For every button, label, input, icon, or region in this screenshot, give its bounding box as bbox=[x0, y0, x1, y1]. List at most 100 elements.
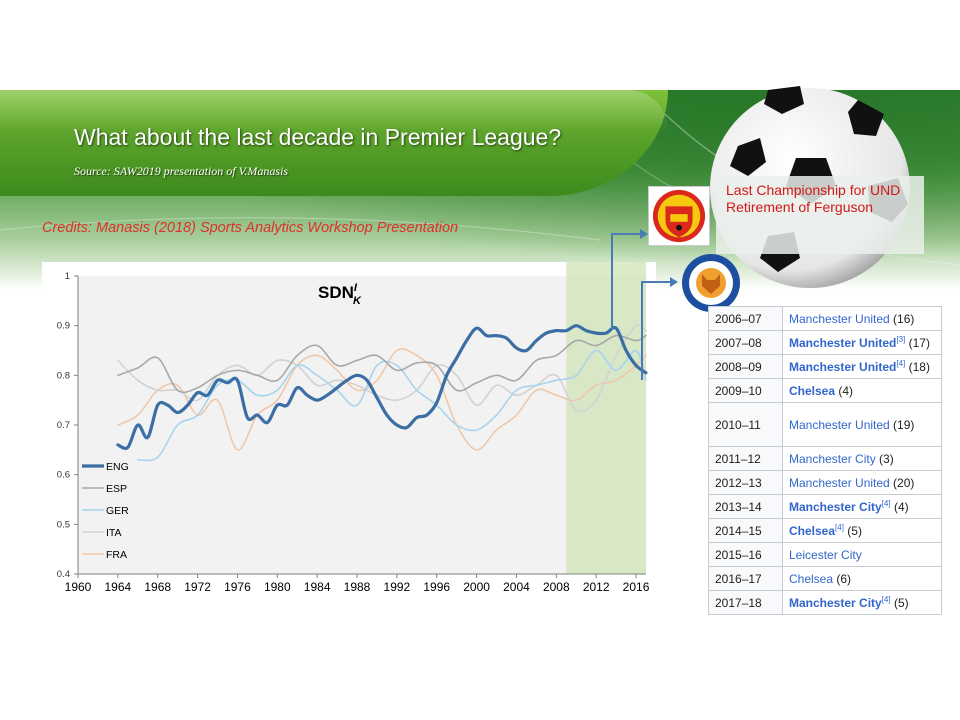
club-link[interactable]: Manchester United bbox=[789, 417, 890, 432]
x-tick-label: 1984 bbox=[304, 580, 331, 594]
club-link[interactable]: Manchester United bbox=[789, 311, 890, 326]
club-link[interactable]: Manchester City bbox=[789, 596, 882, 610]
slide-source: Source: SAW2019 presentation of V.Manasi… bbox=[74, 164, 289, 178]
club-cell: Manchester City[4] (5) bbox=[782, 590, 942, 615]
club-link[interactable]: Manchester United bbox=[789, 336, 897, 350]
club-link[interactable]: Manchester United bbox=[789, 475, 890, 490]
table-row: 2009–10 Chelsea (4) bbox=[708, 378, 942, 403]
chart-title: SDNI K bbox=[318, 282, 362, 307]
x-tick-label: 2016 bbox=[623, 580, 650, 594]
manchester-united-crest-icon bbox=[648, 186, 710, 246]
title-count: (16) bbox=[889, 311, 915, 326]
champions-table-body: 2006–07 Manchester United (16) 2007–08 Manc… bbox=[708, 306, 942, 615]
x-tick-label: 1988 bbox=[344, 580, 371, 594]
club-cell: Chelsea (4) bbox=[782, 378, 942, 403]
season-cell: 2009–10 bbox=[708, 378, 783, 403]
season-cell: 2016–17 bbox=[708, 566, 783, 591]
club-cell: Leicester City bbox=[782, 542, 942, 567]
table-row: 2007–08 Manchester United[3] (17) bbox=[708, 330, 942, 355]
chart-title-sup: I bbox=[354, 282, 358, 294]
series-line-esp bbox=[117, 334, 647, 394]
title-count: (17) bbox=[905, 336, 930, 350]
slide-credits: Credits: Manasis (2018) Sports Analytics… bbox=[42, 220, 459, 236]
y-tick-label: 0.9 bbox=[57, 321, 70, 332]
table-row: 2010–11 Manchester United (19) bbox=[708, 402, 942, 447]
arrow-to-manchester-united bbox=[611, 233, 640, 330]
x-tick-label: 2000 bbox=[463, 580, 490, 594]
x-tick-label: 1996 bbox=[423, 580, 450, 594]
axes-group: 0.4 0.5 0.6 0.7 0.8 0.9 1 1960 1964 1968 1972 1976 1… bbox=[57, 271, 650, 594]
title-count: (5) bbox=[890, 596, 909, 610]
x-tick-label: 1976 bbox=[224, 580, 251, 594]
y-tick-label: 0.4 bbox=[57, 569, 70, 580]
table-row: 2015–16 Leicester City bbox=[708, 542, 942, 567]
x-tick-label: 2004 bbox=[503, 580, 530, 594]
club-link[interactable]: Manchester United bbox=[789, 360, 897, 374]
reference-link[interactable]: [4] bbox=[881, 595, 891, 604]
club-cell: Manchester United[4] (18) bbox=[782, 354, 942, 379]
legend: ENG ESP GER ITA FRA bbox=[82, 461, 129, 561]
premier-league-champions-table: 2006–07 Manchester United (16) 2007–08 Manc… bbox=[708, 306, 942, 615]
club-cell: Manchester City (3) bbox=[782, 446, 942, 471]
x-tick-label: 1972 bbox=[184, 580, 211, 594]
slide-title: What about the last decade in Premier Le… bbox=[74, 124, 562, 150]
season-cell: 2007–08 bbox=[708, 330, 783, 355]
season-cell: 2011–12 bbox=[708, 446, 783, 471]
club-link[interactable]: Chelsea bbox=[789, 524, 836, 538]
x-tick-label: 2008 bbox=[543, 580, 570, 594]
annotation-text: Last Championship for UND Retirement of … bbox=[726, 182, 901, 215]
leicester-city-crest-icon bbox=[682, 254, 740, 312]
club-cell: Manchester United (19) bbox=[782, 402, 942, 447]
last-decade-highlight bbox=[566, 262, 646, 574]
arrow-head-leicester-city bbox=[670, 277, 678, 287]
season-cell: 2010–11 bbox=[708, 402, 783, 447]
legend-label-esp: ESP bbox=[106, 483, 127, 495]
season-cell: 2015–16 bbox=[708, 542, 783, 567]
season-cell: 2008–09 bbox=[708, 354, 783, 379]
table-row: 2006–07 Manchester United (16) bbox=[708, 306, 942, 331]
title-count: (18) bbox=[905, 360, 930, 374]
club-link[interactable]: Leicester City bbox=[789, 547, 862, 562]
title-banner bbox=[0, 90, 668, 196]
y-tick-label: 0.7 bbox=[57, 420, 70, 431]
chart-title-sub: K bbox=[353, 295, 362, 307]
legend-label-ita: ITA bbox=[106, 527, 122, 539]
table-row: 2016–17 Chelsea (6) bbox=[708, 566, 942, 591]
reference-link[interactable]: [4] bbox=[896, 359, 906, 368]
club-link[interactable]: Manchester City bbox=[789, 451, 876, 466]
reference-link[interactable]: [4] bbox=[881, 499, 891, 508]
club-cell: Manchester City[4] (4) bbox=[782, 494, 942, 519]
series-line-ita bbox=[117, 323, 647, 413]
table-row: 2014–15 Chelsea[4] (5) bbox=[708, 518, 942, 543]
club-link[interactable]: Chelsea bbox=[789, 383, 836, 398]
season-cell: 2013–14 bbox=[708, 494, 783, 519]
series-line-fra bbox=[117, 348, 647, 451]
reference-link[interactable]: [4] bbox=[835, 523, 844, 532]
reference-link[interactable]: [3] bbox=[896, 335, 906, 344]
club-cell: Manchester United (16) bbox=[782, 306, 942, 331]
legend-label-fra: FRA bbox=[106, 549, 127, 561]
club-cell: Manchester United[3] (17) bbox=[782, 330, 942, 355]
title-count: (4) bbox=[890, 500, 909, 514]
chart-title-main: SDN bbox=[318, 283, 354, 302]
series-line-eng bbox=[116, 324, 648, 451]
y-tick-label: 0.8 bbox=[57, 370, 70, 381]
arrow-head-manchester-united bbox=[640, 229, 648, 239]
table-row: 2011–12 Manchester City (3) bbox=[708, 446, 942, 471]
season-cell: 2012–13 bbox=[708, 470, 783, 495]
title-count: (6) bbox=[833, 571, 852, 586]
season-cell: 2017–18 bbox=[708, 590, 783, 615]
y-tick-label: 0.6 bbox=[57, 470, 70, 481]
club-cell: Manchester United (20) bbox=[782, 470, 942, 495]
arrow-to-leicester-city bbox=[641, 281, 670, 380]
club-link[interactable]: Manchester City bbox=[789, 500, 882, 514]
title-count: (5) bbox=[843, 524, 862, 538]
annotation-arrows bbox=[611, 229, 678, 380]
club-link[interactable]: Chelsea bbox=[789, 571, 834, 586]
annotation-box bbox=[716, 176, 924, 254]
club-cell: Chelsea (6) bbox=[782, 566, 942, 591]
x-tick-label: 1964 bbox=[105, 580, 132, 594]
title-banner-shine bbox=[0, 90, 668, 130]
x-tick-label: 1992 bbox=[384, 580, 411, 594]
